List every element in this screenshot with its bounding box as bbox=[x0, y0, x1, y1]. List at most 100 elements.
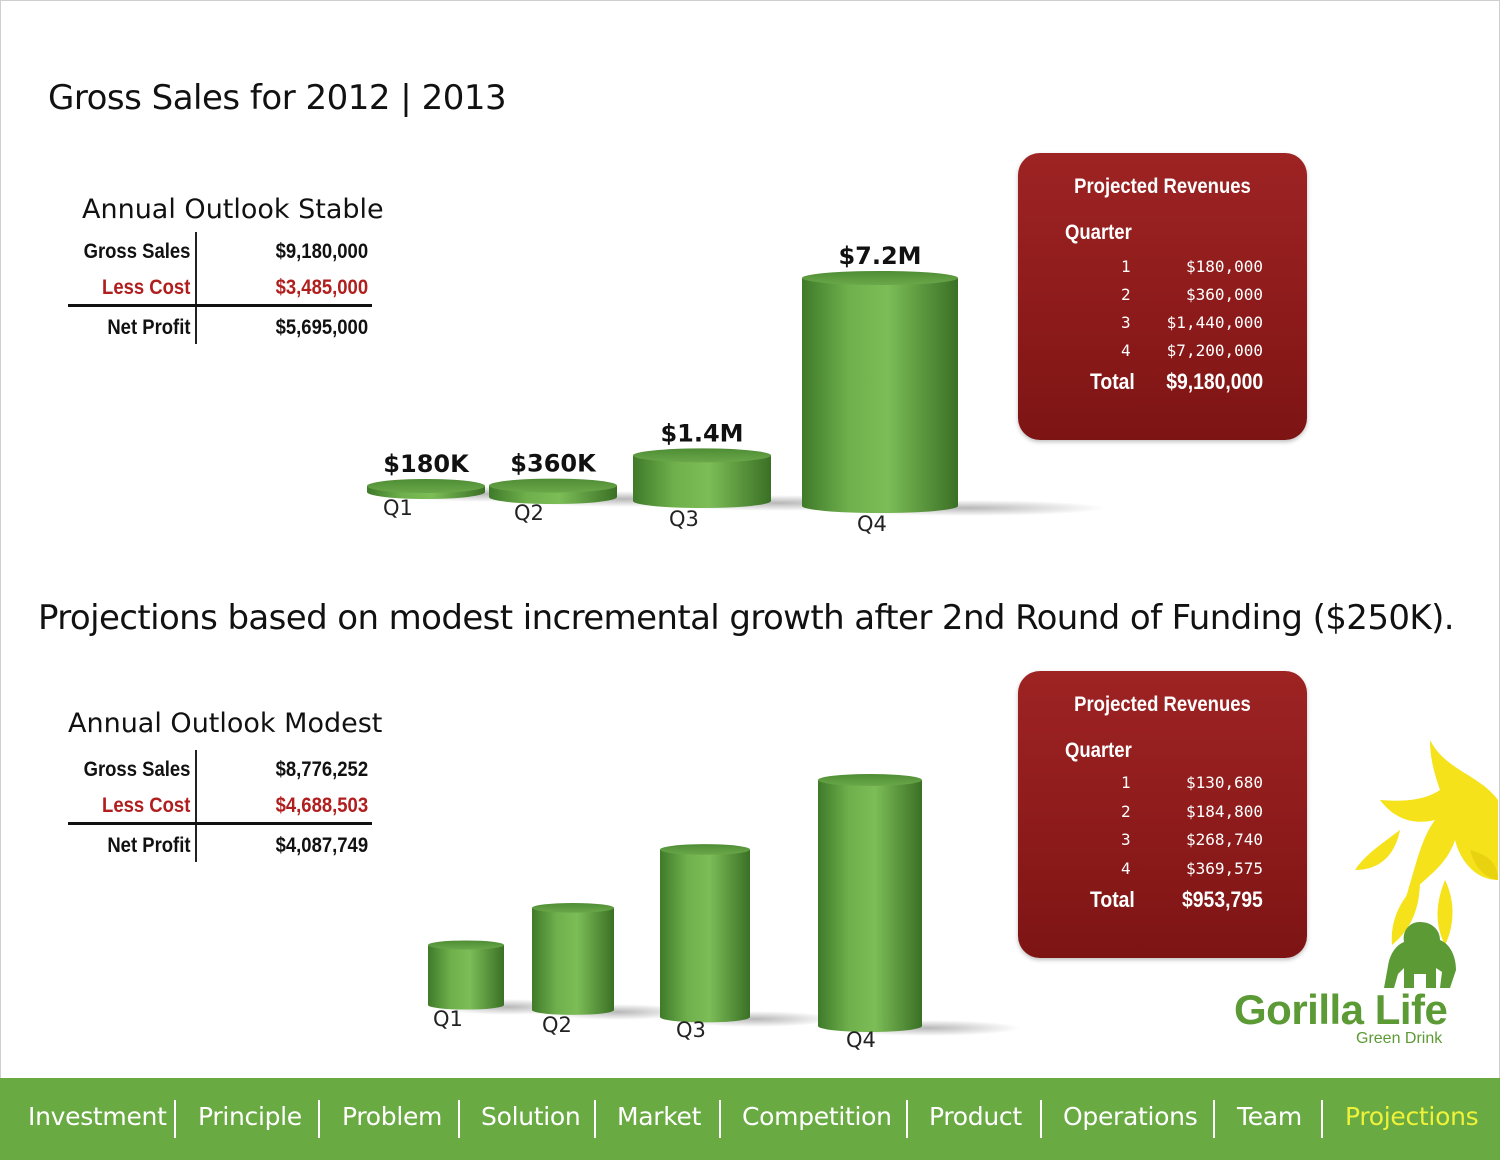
tick-label-q4: Q4 bbox=[846, 1028, 876, 1052]
tick-label-q2: Q2 bbox=[542, 1013, 572, 1037]
less-cost-row: Less Cost $3,485,000 bbox=[68, 270, 368, 304]
nav-item-investment[interactable]: Investment bbox=[28, 1102, 167, 1131]
brand-tagline: Green Drink bbox=[1356, 1030, 1443, 1047]
page-title: Gross Sales for 2012 | 2013 bbox=[48, 78, 507, 118]
bar-q4 bbox=[802, 278, 958, 513]
projected-revenues-stable: Projected Revenues Quarter 1 $180,000 2 $3… bbox=[1018, 153, 1307, 440]
bar-q4 bbox=[818, 780, 922, 1032]
nav-separator bbox=[1321, 1100, 1323, 1138]
tick-label-q1: Q1 bbox=[433, 1007, 463, 1031]
outlook-stable-table: Annual Outlook Stable Gross Sales $9,180… bbox=[68, 194, 384, 354]
total-label: Total bbox=[1090, 369, 1135, 394]
nav-item-market[interactable]: Market bbox=[617, 1102, 702, 1131]
bar-top-q3 bbox=[660, 844, 750, 855]
nav-separator bbox=[1040, 1100, 1042, 1138]
gross-sales-row: Gross Sales $9,180,000 bbox=[68, 234, 368, 268]
bar-q3 bbox=[633, 455, 771, 508]
nav-separator bbox=[906, 1100, 908, 1138]
bottom-navigation: Investment Principle Problem Solution Ma… bbox=[0, 1078, 1500, 1160]
bar-top-q1 bbox=[428, 940, 504, 950]
data-label-q4: $7.2M bbox=[838, 242, 921, 270]
table-divider bbox=[195, 750, 197, 862]
quarter-number: 3 bbox=[1121, 830, 1131, 849]
gross-sales-value: $8,776,252 bbox=[275, 758, 368, 781]
nav-item-product[interactable]: Product bbox=[929, 1102, 1022, 1131]
outlook-modest-heading: Annual Outlook Modest bbox=[68, 708, 383, 739]
outlook-modest-table: Annual Outlook Modest Gross Sales $8,776… bbox=[68, 708, 382, 868]
quarter-header: Quarter bbox=[1065, 739, 1132, 762]
quarter-revenue: $130,680 bbox=[1185, 773, 1263, 792]
quarter-revenue: $360,000 bbox=[1185, 285, 1263, 304]
quarter-revenue: $7,200,000 bbox=[1166, 341, 1263, 360]
bar-top-q1 bbox=[367, 479, 485, 493]
quarter-revenue: $184,800 bbox=[1185, 802, 1263, 821]
projection-note: Projections based on modest incremental … bbox=[38, 598, 1455, 638]
bar-q3 bbox=[660, 849, 750, 1023]
quarter-number: 1 bbox=[1121, 773, 1131, 792]
less-cost-label: Less Cost bbox=[101, 794, 190, 817]
tick-label-q3: Q3 bbox=[676, 1018, 706, 1042]
nav-separator bbox=[1213, 1100, 1215, 1138]
data-label-q3: $1.4M bbox=[660, 419, 743, 447]
nav-separator bbox=[318, 1100, 320, 1138]
revenue-row: 3 $268,740 bbox=[1018, 826, 1307, 854]
quarter-revenue: $268,740 bbox=[1185, 830, 1263, 849]
bar-top-q2 bbox=[532, 902, 614, 913]
gorilla-life-logo: Gorilla Life Green Drink bbox=[1230, 730, 1500, 1050]
data-label-q1: $180K bbox=[383, 450, 470, 478]
net-profit-row: Net Profit $5,695,000 bbox=[68, 310, 368, 344]
bar-top-q4 bbox=[802, 271, 958, 285]
palm-leaf-icon bbox=[1355, 740, 1498, 945]
projected-revenues-modest: Projected Revenues Quarter 1 $130,680 2 $1… bbox=[1018, 671, 1307, 958]
quarter-number: 2 bbox=[1121, 285, 1131, 304]
total-label: Total bbox=[1090, 887, 1135, 912]
gross-sales-label: Gross Sales bbox=[83, 758, 190, 781]
bar-top-q2 bbox=[489, 478, 617, 493]
nav-item-projections[interactable]: Projections bbox=[1345, 1102, 1479, 1131]
net-profit-row: Net Profit $4,087,749 bbox=[68, 828, 368, 862]
revenue-row: 1 $180,000 bbox=[1018, 253, 1307, 281]
nav-item-principle[interactable]: Principle bbox=[198, 1102, 302, 1131]
brand-name: Gorilla Life bbox=[1234, 986, 1448, 1033]
net-profit-label: Net Profit bbox=[106, 316, 190, 339]
quarter-revenue: $1,440,000 bbox=[1166, 313, 1263, 332]
nav-item-problem[interactable]: Problem bbox=[342, 1102, 443, 1131]
total-rule bbox=[68, 822, 372, 825]
nav-separator bbox=[174, 1100, 176, 1138]
tick-label-q4: Q4 bbox=[857, 512, 887, 536]
gross-sales-value: $9,180,000 bbox=[275, 240, 368, 263]
tick-label-q3: Q3 bbox=[669, 507, 699, 531]
projected-revenues-title: Projected Revenues bbox=[1074, 693, 1251, 716]
nav-item-operations[interactable]: Operations bbox=[1063, 1102, 1198, 1131]
quarter-number: 4 bbox=[1121, 341, 1131, 360]
total-value: $9,180,000 bbox=[1166, 369, 1263, 394]
projected-revenues-title: Projected Revenues bbox=[1074, 175, 1251, 198]
less-cost-value: $3,485,000 bbox=[275, 276, 368, 299]
less-cost-row: Less Cost $4,688,503 bbox=[68, 788, 368, 822]
net-profit-label: Net Profit bbox=[106, 834, 190, 857]
less-cost-label: Less Cost bbox=[101, 276, 190, 299]
revenue-row: 4 $7,200,000 bbox=[1018, 337, 1307, 365]
nav-separator bbox=[458, 1100, 460, 1138]
total-value: $953,795 bbox=[1182, 887, 1263, 912]
quarter-number: 4 bbox=[1121, 859, 1131, 878]
quarter-number: 1 bbox=[1121, 257, 1131, 276]
less-cost-value: $4,688,503 bbox=[275, 794, 368, 817]
tick-label-q1: Q1 bbox=[383, 496, 413, 520]
gross-sales-label: Gross Sales bbox=[83, 240, 190, 263]
revenue-row: 4 $369,575 bbox=[1018, 855, 1307, 883]
nav-item-competition[interactable]: Competition bbox=[742, 1102, 892, 1131]
gross-sales-row: Gross Sales $8,776,252 bbox=[68, 752, 368, 786]
net-profit-value: $4,087,749 bbox=[275, 834, 368, 857]
nav-item-solution[interactable]: Solution bbox=[481, 1102, 581, 1131]
total-rule bbox=[68, 304, 372, 307]
outlook-stable-heading: Annual Outlook Stable bbox=[82, 194, 384, 225]
table-divider bbox=[195, 232, 197, 344]
quarter-revenue: $369,575 bbox=[1185, 859, 1263, 878]
nav-item-team[interactable]: Team bbox=[1237, 1102, 1302, 1131]
bar-q1 bbox=[428, 945, 504, 1010]
bar-top-q4 bbox=[818, 774, 922, 786]
revenue-row: 1 $130,680 bbox=[1018, 769, 1307, 797]
gorilla-icon bbox=[1384, 922, 1456, 988]
